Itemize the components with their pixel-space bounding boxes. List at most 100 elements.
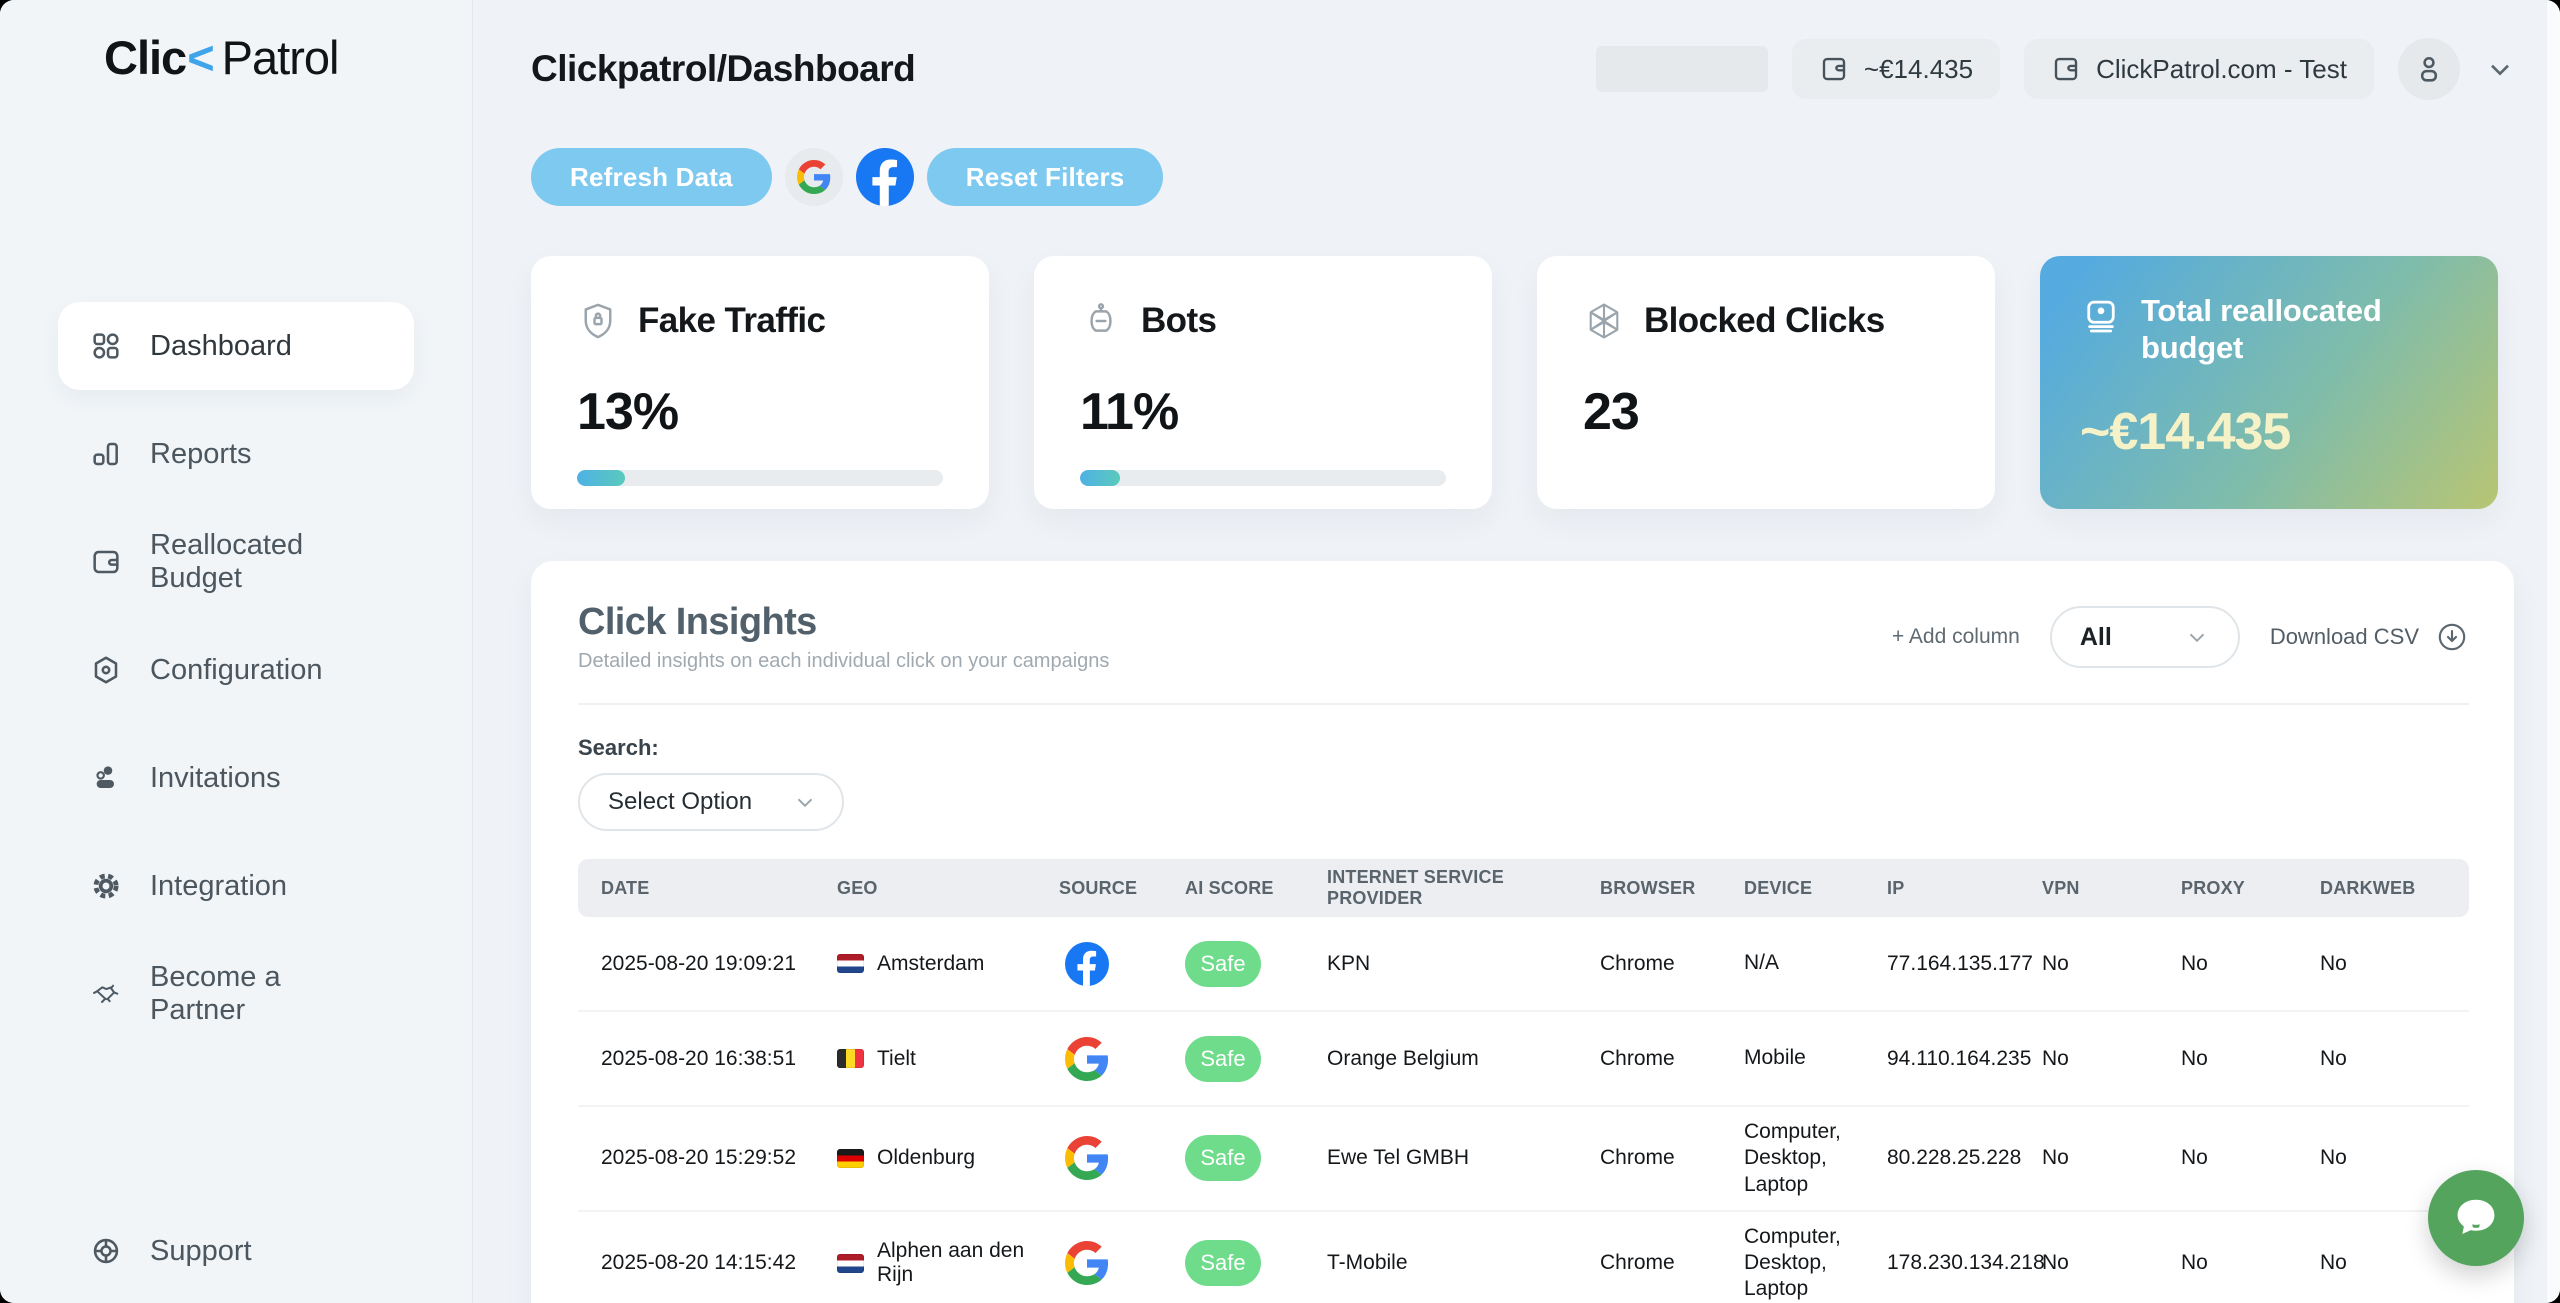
column-header-browser: BROWSER (1600, 877, 1696, 898)
cell-device: Mobile (1744, 1046, 1806, 1070)
search-label: Search: (578, 735, 659, 760)
scrollbar[interactable] (2546, 0, 2560, 1303)
user-avatar[interactable] (2398, 38, 2460, 100)
cell-darkweb: No (2320, 1046, 2347, 1070)
column-header-ip: IP (1887, 877, 1905, 898)
progress-bar (1080, 470, 1446, 486)
progress-bar (577, 470, 943, 486)
refresh-data-button[interactable]: Refresh Data (531, 148, 772, 206)
sidebar-item-label: Configuration (150, 653, 323, 686)
germany-flag-icon (837, 1148, 864, 1168)
sidebar-bottom: Support (58, 1207, 414, 1295)
chat-widget-button[interactable] (2428, 1170, 2524, 1266)
column-header-darkweb: DARKWEB (2320, 877, 2416, 898)
cell-ip: 178.230.134.218 (1887, 1251, 2045, 1275)
cell-geo: Alphen aan den Rijn (837, 1239, 1059, 1287)
cell-browser: Chrome (1600, 951, 1675, 975)
belgium-flag-icon (837, 1049, 864, 1068)
account-pill[interactable]: ClickPatrol.com - Test (2024, 39, 2374, 99)
sidebar-item-dashboard[interactable]: Dashboard (58, 302, 414, 390)
cell-isp: T-Mobile (1327, 1251, 1408, 1275)
sidebar-item-invitations[interactable]: Invitations (58, 734, 414, 822)
table-body: 2025-08-20 19:09:21 Amsterdam Safe KPN C… (578, 917, 2469, 1303)
cell-date: 2025-08-20 14:15:42 (601, 1251, 796, 1275)
cell-geo: Tielt (837, 1047, 1059, 1071)
column-filter-dropdown[interactable]: All (2049, 606, 2240, 668)
reset-filters-button[interactable]: Reset Filters (926, 148, 1164, 206)
cell-proxy: No (2181, 1046, 2208, 1070)
cell-browser: Chrome (1600, 1146, 1675, 1170)
add-column-button[interactable]: + Add column (1891, 625, 2020, 648)
sidebar-item-label: Integration (150, 869, 288, 902)
cell-device: Computer, Desktop, Laptop (1744, 1120, 1841, 1196)
stat-card-fake-traffic: Fake Traffic 13% (531, 256, 989, 509)
cell-browser: Chrome (1600, 1251, 1675, 1275)
table-row: 2025-08-20 15:29:52 Oldenburg Safe Ewe T… (578, 1107, 2469, 1212)
chat-bubble-icon (2457, 1199, 2495, 1235)
sidebar-item-reports[interactable]: Reports (58, 410, 414, 498)
ai-score-badge: Safe (1185, 1035, 1261, 1082)
cell-vpn: No (2042, 1146, 2069, 1170)
sidebar-item-label: Invitations (150, 761, 281, 794)
stat-value: ~€14.435 (2080, 403, 2291, 462)
bot-icon (1080, 300, 1122, 342)
column-header-vpn: VPN (2042, 877, 2080, 898)
stat-label: Total reallocated budget (2141, 293, 2382, 366)
balance-pill[interactable]: ~€14.435 (1791, 39, 2001, 99)
stat-label: Blocked Clicks (1644, 300, 1885, 340)
sidebar-item-configuration[interactable]: Configuration (58, 626, 414, 714)
cell-browser: Chrome (1600, 1046, 1675, 1070)
gear-icon (90, 870, 122, 902)
ai-score-badge: Safe (1185, 1240, 1261, 1287)
column-filter-value: All (2079, 622, 2112, 651)
sidebar: Clic< Patrol Dashboard Reports Reallocate… (0, 0, 473, 1303)
action-toolbar: Refresh Data Reset Filters (531, 148, 2560, 206)
sidebar-item-integration[interactable]: Integration (58, 842, 414, 930)
sidebar-item-support[interactable]: Support (58, 1207, 414, 1295)
wallet-icon (2051, 54, 2081, 84)
sidebar-item-label: Become a Partner (150, 961, 281, 1026)
wallet-cash-icon (2080, 296, 2122, 338)
brand-logo[interactable]: Clic< Patrol (104, 30, 472, 85)
cell-darkweb: No (2320, 1146, 2347, 1170)
handshake-icon (90, 978, 122, 1010)
cell-ip: 94.110.164.235 (1887, 1046, 2032, 1070)
facebook-filter-icon[interactable] (855, 148, 914, 206)
cell-vpn: No (2042, 1046, 2069, 1070)
sidebar-item-label: Reports (150, 437, 252, 470)
table-row: 2025-08-20 14:15:42 Alphen aan den Rijn … (578, 1212, 2469, 1303)
table-row: 2025-08-20 16:38:51 Tielt Safe Orange Be… (578, 1012, 2469, 1107)
column-header-source: SOURCE (1059, 877, 1138, 898)
stat-value: 11% (1080, 383, 1179, 441)
wallet-icon (90, 546, 122, 578)
google-filter-icon[interactable] (784, 148, 843, 206)
top-right-cluster: ~€14.435 ClickPatrol.com - Test (1595, 38, 2516, 100)
cell-ip: 80.228.25.228 (1887, 1146, 2022, 1170)
bar-chart-icon (90, 438, 122, 470)
person-icon (2420, 56, 2438, 82)
google-source-icon (1065, 1241, 1109, 1286)
sidebar-item-reallocated-budget[interactable]: Reallocated Budget (58, 518, 414, 606)
download-csv-button[interactable]: Download CSV (2270, 620, 2469, 654)
top-bar: Clickpatrol/Dashboard ~€14.435 ClickPatr… (474, 0, 2560, 100)
column-header-proxy: PROXY (2181, 877, 2246, 898)
hexagon-web-icon (1583, 300, 1625, 342)
cell-darkweb: No (2320, 1251, 2347, 1275)
search-select-dropdown[interactable]: Select Option (578, 773, 844, 831)
wallet-icon (1819, 54, 1849, 84)
cell-date: 2025-08-20 15:29:52 (601, 1146, 796, 1170)
chevron-down-icon[interactable] (2484, 53, 2516, 85)
sidebar-item-label: Reallocated Budget (150, 529, 304, 594)
stat-label: Bots (1141, 300, 1217, 340)
google-source-icon (1065, 1036, 1109, 1081)
stat-card-blocked-clicks: Blocked Clicks 23 (1537, 256, 1995, 509)
stat-card-bots: Bots 11% (1034, 256, 1492, 509)
cell-proxy: No (2181, 1251, 2208, 1275)
cell-proxy: No (2181, 951, 2208, 975)
lifebuoy-icon (90, 1235, 122, 1267)
chevron-down-icon (792, 789, 818, 815)
logo-text: Clic (104, 31, 187, 84)
sidebar-item-become-a-partner[interactable]: Become a Partner (58, 950, 414, 1038)
grid-icon (90, 330, 122, 362)
